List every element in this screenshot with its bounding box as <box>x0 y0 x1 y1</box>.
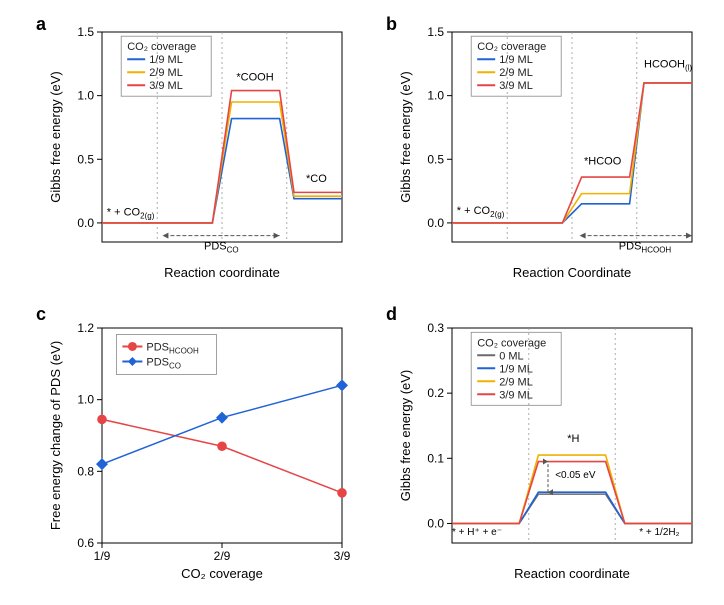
marker-circle <box>337 488 347 498</box>
svg-text:1.0: 1.0 <box>427 89 444 103</box>
svg-text:1.0: 1.0 <box>77 89 94 103</box>
svg-text:*H: *H <box>567 433 579 445</box>
svg-text:0.5: 0.5 <box>77 152 94 166</box>
svg-text:PDSHCOOH: PDSHCOOH <box>619 241 672 255</box>
panel-b: b 0.0 0.5 1.0 1.5 Reaction Coordinate Gibbs fr… <box>386 14 692 280</box>
svg-text:Gibbs free energy (eV): Gibbs free energy (eV) <box>398 370 413 502</box>
svg-text:0 ML: 0 ML <box>499 350 523 362</box>
svg-text:* + CO2(g): * + CO2(g) <box>457 205 505 219</box>
marker-circle <box>217 441 227 451</box>
svg-text:0.0: 0.0 <box>427 216 444 230</box>
panel-d: d 0.0 0.1 0.2 0.3 Reaction coordinate Gibbs fr… <box>386 304 692 581</box>
svg-text:Reaction coordinate: Reaction coordinate <box>514 566 630 581</box>
svg-text:2/9 ML: 2/9 ML <box>499 376 533 388</box>
svg-text:HCOOH(l): HCOOH(l) <box>644 59 692 73</box>
series-line <box>102 102 342 223</box>
series-line <box>452 455 692 523</box>
series-line <box>102 419 342 492</box>
svg-text:1.5: 1.5 <box>427 25 444 39</box>
svg-text:3/9 ML: 3/9 ML <box>499 389 533 401</box>
svg-text:*CO: *CO <box>306 173 327 185</box>
svg-text:PDSCO: PDSCO <box>204 241 239 255</box>
svg-text:3/9 ML: 3/9 ML <box>149 80 183 92</box>
svg-text:* + 1/2H₂: * + 1/2H₂ <box>639 527 679 538</box>
marker-diamond <box>216 412 228 424</box>
svg-text:Free energy change of PDS (eV): Free energy change of PDS (eV) <box>48 341 63 530</box>
svg-text:PDSHCOOH: PDSHCOOH <box>146 341 199 355</box>
svg-text:1/9 ML: 1/9 ML <box>499 363 533 375</box>
figure-root: a 0.0 0.5 1.0 1.5 Reaction coordinate Gibbs fr… <box>0 0 724 600</box>
svg-text:3/9 ML: 3/9 ML <box>499 80 533 92</box>
svg-text:0.6: 0.6 <box>77 536 94 550</box>
svg-text:1.2: 1.2 <box>77 321 94 335</box>
svg-text:2/9 ML: 2/9 ML <box>499 67 533 79</box>
marker-diamond <box>96 458 108 470</box>
svg-text:0.3: 0.3 <box>427 321 444 335</box>
svg-text:Reaction coordinate: Reaction coordinate <box>164 265 280 280</box>
svg-text:2/9 ML: 2/9 ML <box>149 67 183 79</box>
svg-text:d: d <box>386 304 397 324</box>
svg-text:* + H⁺ + e⁻: * + H⁺ + e⁻ <box>452 527 502 538</box>
panel-c: c 0.6 0.8 1.0 1.2 1/9 2/9 3/9 CO₂ coverage Free e… <box>36 304 351 581</box>
series-line <box>102 385 342 464</box>
svg-text:0.2: 0.2 <box>427 386 444 400</box>
svg-text:b: b <box>386 14 397 34</box>
svg-text:0.5: 0.5 <box>427 152 444 166</box>
svg-text:1/9 ML: 1/9 ML <box>149 54 183 66</box>
svg-text:2/9: 2/9 <box>214 549 231 563</box>
svg-text:c: c <box>36 304 46 324</box>
svg-text:Gibbs free energy (eV): Gibbs free energy (eV) <box>398 71 413 203</box>
series-line <box>452 494 692 523</box>
marker-circle <box>97 415 107 425</box>
svg-text:0.0: 0.0 <box>427 516 444 530</box>
svg-text:1.0: 1.0 <box>77 393 94 407</box>
svg-text:CO₂ coverage: CO₂ coverage <box>181 566 263 581</box>
svg-text:CO₂ coverage: CO₂ coverage <box>477 337 546 349</box>
svg-text:CO₂ coverage: CO₂ coverage <box>477 41 546 53</box>
svg-text:*HCOO: *HCOO <box>584 155 622 167</box>
svg-text:0.1: 0.1 <box>427 451 444 465</box>
svg-text:1/9: 1/9 <box>94 549 111 563</box>
svg-text:Reaction Coordinate: Reaction Coordinate <box>513 265 632 280</box>
svg-text:a: a <box>36 14 47 34</box>
svg-text:CO₂ coverage: CO₂ coverage <box>127 41 196 53</box>
svg-text:1/9 ML: 1/9 ML <box>499 54 533 66</box>
marker-diamond <box>336 379 348 391</box>
svg-text:0.0: 0.0 <box>77 216 94 230</box>
svg-text:PDSCO: PDSCO <box>146 356 181 370</box>
svg-text:Gibbs free energy (eV): Gibbs free energy (eV) <box>48 71 63 203</box>
svg-text:<0.05 eV: <0.05 eV <box>555 470 596 481</box>
svg-text:* + CO2(g): * + CO2(g) <box>107 206 155 220</box>
svg-text:0.8: 0.8 <box>77 464 94 478</box>
panel-a: a 0.0 0.5 1.0 1.5 Reaction coordinate Gibbs fr… <box>36 14 342 280</box>
series-line <box>452 492 692 523</box>
svg-text:*COOH: *COOH <box>236 71 273 83</box>
svg-text:1.5: 1.5 <box>77 25 94 39</box>
svg-text:3/9: 3/9 <box>334 549 351 563</box>
